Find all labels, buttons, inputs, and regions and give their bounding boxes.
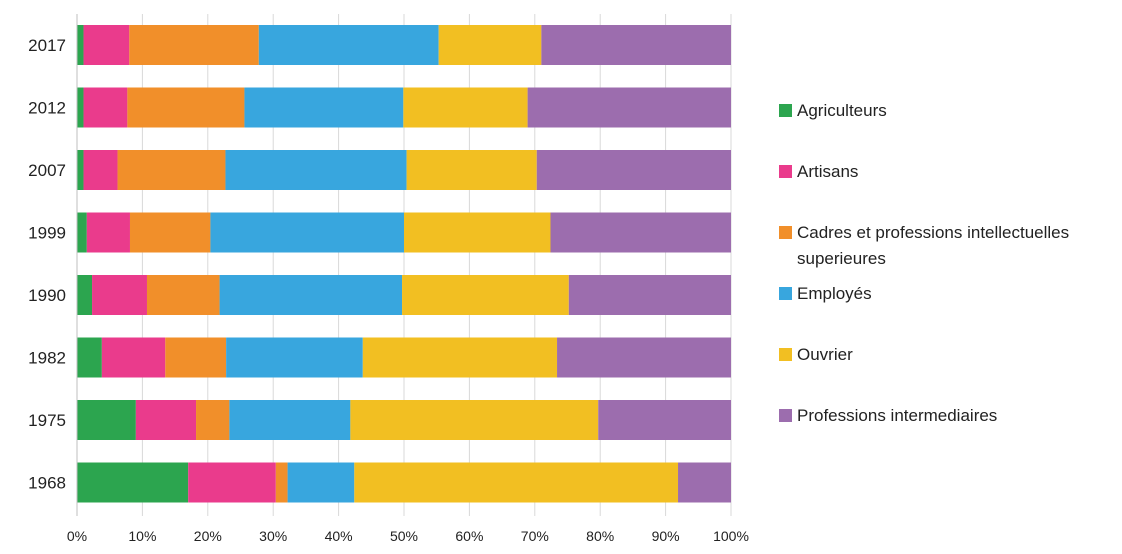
y-axis: 2017 2012 2007 1999 1990 1982 1975 1968 xyxy=(28,14,78,516)
bar-segment xyxy=(77,87,84,128)
x-tick-label: 40% xyxy=(325,528,353,544)
bar-segment xyxy=(77,212,87,253)
bars xyxy=(77,25,731,503)
legend: Agriculteurs Artisans Cadres et profession… xyxy=(779,101,1069,425)
bar-segment xyxy=(219,275,403,315)
bar-segment xyxy=(135,400,197,440)
bar-segment xyxy=(225,150,407,190)
bar-segment xyxy=(92,275,147,315)
bar-segment xyxy=(77,462,189,503)
bar-segment xyxy=(229,400,351,440)
bar-segment xyxy=(406,150,537,190)
bar-segment xyxy=(83,87,128,128)
bar-segment xyxy=(117,150,226,190)
bar-segment xyxy=(403,87,528,128)
bar-segment xyxy=(244,87,404,128)
bar-segment xyxy=(550,212,731,253)
bar-segment xyxy=(568,275,731,315)
y-tick-label: 1999 xyxy=(28,224,66,243)
bar-segment xyxy=(541,25,731,65)
legend-label: Cadres et professions intellectuelles sup… xyxy=(797,223,1069,268)
legend-swatch xyxy=(779,104,792,117)
bar-segment xyxy=(402,275,569,315)
x-tick-label: 70% xyxy=(521,528,549,544)
bar-segment xyxy=(557,337,731,378)
y-tick-label: 1990 xyxy=(28,286,66,305)
legend-label: Agriculteurs xyxy=(797,101,887,120)
bar-segment xyxy=(354,462,679,503)
bar-segment xyxy=(129,212,211,253)
bar-segment xyxy=(438,25,542,65)
legend-swatch xyxy=(779,165,792,178)
legend-label: Employés xyxy=(797,284,872,303)
x-tick-label: 100% xyxy=(713,528,749,544)
x-tick-label: 80% xyxy=(586,528,614,544)
bar-segment xyxy=(527,87,731,128)
bar-segment xyxy=(77,25,84,65)
bar-segment xyxy=(77,275,93,315)
bar-segment xyxy=(127,87,245,128)
x-tick-label: 50% xyxy=(390,528,418,544)
bar-segment xyxy=(83,25,130,65)
bar-segment xyxy=(678,462,731,503)
x-tick-label: 0% xyxy=(67,528,87,544)
bar-segment xyxy=(77,150,84,190)
bar-segment xyxy=(536,150,731,190)
x-tick-label: 10% xyxy=(128,528,156,544)
y-tick-label: 2007 xyxy=(28,161,66,180)
y-tick-label: 2017 xyxy=(28,36,66,55)
bar-segment xyxy=(275,462,288,503)
legend-label: Artisans xyxy=(797,162,858,181)
x-tick-label: 20% xyxy=(194,528,222,544)
y-tick-label: 2012 xyxy=(28,99,66,118)
bar-segment xyxy=(188,462,276,503)
bar-segment xyxy=(362,337,558,378)
legend-swatch xyxy=(779,226,792,239)
legend-label: Ouvrier xyxy=(797,345,853,364)
legend-swatch xyxy=(779,409,792,422)
bar-segment xyxy=(350,400,599,440)
x-tick-label: 30% xyxy=(259,528,287,544)
x-tick-label: 60% xyxy=(455,528,483,544)
y-tick-label: 1975 xyxy=(28,411,66,430)
y-tick-label: 1968 xyxy=(28,474,66,493)
bar-segment xyxy=(210,212,404,253)
bar-segment xyxy=(165,337,227,378)
bar-segment xyxy=(598,400,731,440)
bar-segment xyxy=(77,400,136,440)
bar-segment xyxy=(404,212,551,253)
bar-segment xyxy=(258,25,439,65)
bar-segment xyxy=(146,275,220,315)
bar-segment xyxy=(83,150,118,190)
bar-segment xyxy=(129,25,259,65)
x-axis: 0% 10% 20% 30% 40% 50% 60% 70% 80% 90% 100% xyxy=(67,528,749,544)
bar-segment xyxy=(101,337,166,378)
bar-segment xyxy=(86,212,130,253)
bar-segment xyxy=(77,337,102,378)
y-tick-label: 1982 xyxy=(28,349,66,368)
legend-swatch xyxy=(779,348,792,361)
bar-segment xyxy=(196,400,230,440)
bar-segment xyxy=(226,337,363,378)
bar-segment xyxy=(287,462,355,503)
legend-label: Professions intermediaires xyxy=(797,406,997,425)
x-tick-label: 90% xyxy=(652,528,680,544)
legend-swatch xyxy=(779,287,792,300)
